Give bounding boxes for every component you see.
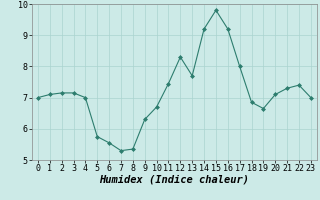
X-axis label: Humidex (Indice chaleur): Humidex (Indice chaleur) [100, 175, 249, 185]
